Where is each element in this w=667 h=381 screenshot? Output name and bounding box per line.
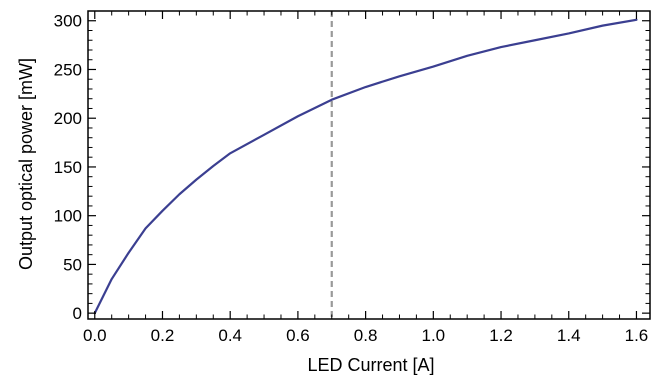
y-tick-label: 150	[54, 158, 82, 177]
data-layer	[93, 11, 638, 319]
x-tick-label: 0.8	[354, 326, 378, 345]
series-line-1	[93, 18, 638, 315]
y-axis-title: Output optical power [mW]	[16, 58, 36, 270]
axes-frame	[87, 10, 651, 320]
y-tick-label: 0	[73, 304, 82, 323]
axis-ticks: 0.0 0.2 0.4 0.6 0.8 1.0 1.2 1.4 1.6 0 50 100 150 200 2…	[54, 11, 650, 345]
x-tick-label: 1.6	[625, 326, 649, 345]
x-tick-label: 1.4	[557, 326, 581, 345]
plot-frame	[87, 10, 651, 320]
y-tick-label: 300	[54, 12, 82, 31]
x-tick-label: 0.4	[218, 326, 242, 345]
plot-area	[88, 11, 650, 319]
x-tick-label: 0.2	[151, 326, 175, 345]
x-tick-label: 0.6	[286, 326, 310, 345]
y-tick-label: 50	[63, 255, 82, 274]
x-tick-label: 1.2	[489, 326, 513, 345]
x-tick-label: 0.0	[83, 326, 107, 345]
plot-background	[88, 11, 650, 319]
y-tick-label: 250	[54, 60, 82, 79]
x-tick-label: 1.0	[422, 326, 446, 345]
x-axis-title: LED Current [A]	[307, 355, 434, 375]
y-tick-label: 100	[54, 207, 82, 226]
y-tick-label: 200	[54, 109, 82, 128]
